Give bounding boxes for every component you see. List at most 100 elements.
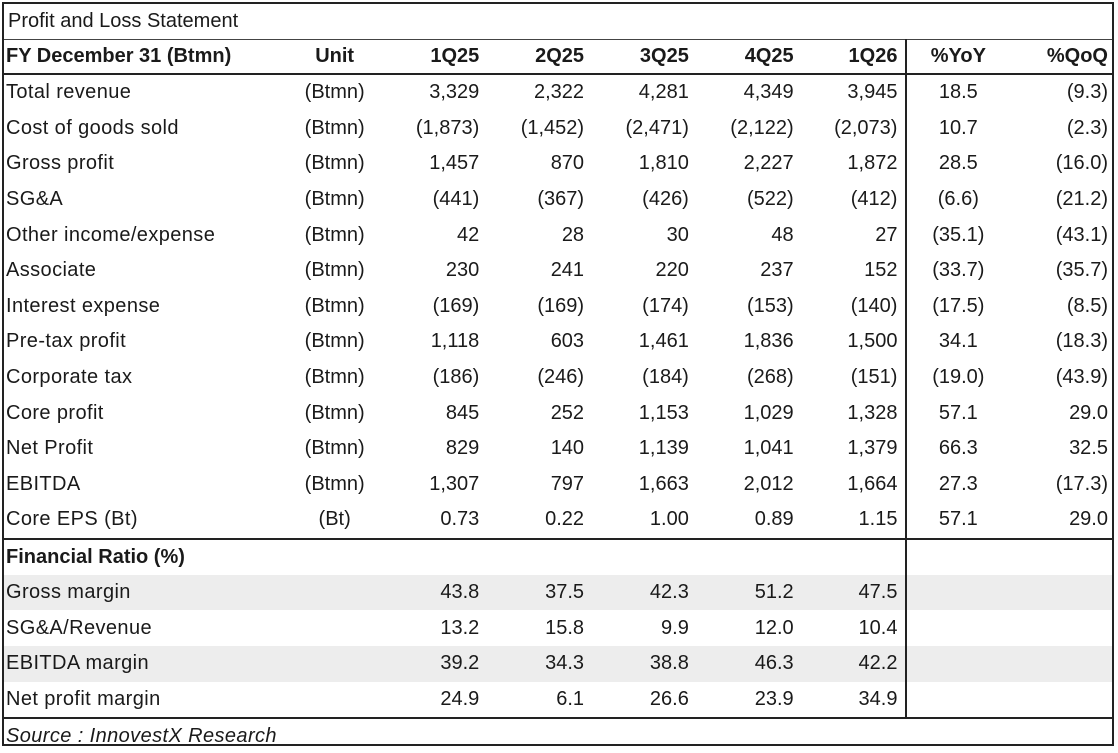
header-unit: Unit [286, 39, 383, 75]
row-value: 845 [445, 401, 480, 424]
row-value: (367) [537, 188, 585, 211]
row-value: 829 [445, 437, 480, 460]
row-value: 1,041 [743, 437, 794, 460]
row-value: 1,664 [801, 466, 908, 503]
ratio-row: Gross margin 43.8 37.5 42.3 51.2 47.5 [4, 574, 1112, 611]
row-yoy: (17.5) [932, 294, 985, 317]
row-label: SG&A [6, 188, 64, 211]
empty-cell [1009, 645, 1112, 682]
table-row: Net Profit (Btmn) 829 140 1,139 1,041 1,379 66.… [4, 430, 1112, 467]
row-qoq: (18.3) [1055, 330, 1108, 353]
row-value: 42 [457, 223, 480, 246]
row-yoy: (19.0) [932, 366, 985, 389]
ratio-value: 37.5 [487, 574, 593, 611]
title-row: Profit and Loss Statement [4, 4, 1112, 40]
source-row: Source : InnovestX Research [4, 717, 1112, 753]
row-label: Core EPS (Bt) [6, 508, 138, 531]
row-unit: (Btmn) [304, 223, 365, 246]
table-row: Core EPS (Bt) (Bt) 0.73 0.22 1.00 0.89 1.15 57.… [4, 502, 1112, 539]
ratio-value: 6.1 [556, 687, 585, 710]
row-qoq: (21.2) [1055, 188, 1108, 211]
row-value: 30 [666, 223, 689, 246]
row-yoy: (33.7) [932, 259, 985, 282]
empty-cell [696, 537, 802, 575]
ratio-header-row: Financial Ratio (%) [4, 537, 1112, 575]
row-qoq: (8.5) [1066, 294, 1108, 317]
header-period: 3Q25 [592, 39, 697, 75]
table-row: Total revenue (Btmn) 3,329 2,322 4,281 4,349 3… [4, 74, 1112, 111]
row-value: 48 [771, 223, 794, 246]
ratio-value: 24.9 [440, 687, 480, 710]
row-value: 3,329 [429, 81, 480, 104]
row-value: 797 [550, 472, 585, 495]
header-period: 2Q25 [487, 39, 593, 75]
row-value: (412) [801, 181, 908, 218]
row-value: 1,379 [801, 430, 908, 467]
row-value: (426) [642, 188, 689, 211]
row-value: (151) [801, 359, 908, 396]
ratio-row: EBITDA margin 39.2 34.3 38.8 46.3 42.2 [4, 645, 1112, 682]
row-value: (2,471) [625, 116, 689, 139]
row-unit: (Btmn) [304, 259, 365, 282]
row-unit: (Btmn) [304, 437, 365, 460]
ratio-value: 51.2 [696, 574, 802, 611]
table-row: Pre-tax profit (Btmn) 1,118 603 1,461 1,836 1,… [4, 324, 1112, 360]
empty-cell [906, 574, 1010, 611]
row-value: 2,322 [534, 81, 585, 104]
row-qoq: 29.0 [1069, 508, 1108, 531]
row-value: 1,461 [638, 330, 689, 353]
row-value: 1.00 [649, 508, 689, 531]
row-unit: (Btmn) [304, 188, 365, 211]
ratio-value: 9.9 [661, 616, 689, 639]
row-qoq: (2.3) [1066, 116, 1108, 139]
row-value: (184) [642, 366, 689, 389]
row-yoy: 18.5 [938, 81, 978, 104]
row-value: 1,153 [638, 401, 689, 424]
header-yoy: %YoY [906, 39, 1010, 75]
row-label: Other income/expense [6, 223, 216, 246]
row-value: 252 [550, 401, 585, 424]
row-unit: (Btmn) [304, 116, 365, 139]
row-value: 1,872 [801, 146, 908, 182]
table-row: Core profit (Btmn) 845 252 1,153 1,029 1,328 57… [4, 395, 1112, 431]
row-value: 1,328 [801, 395, 908, 431]
empty-cell [382, 537, 488, 575]
row-value: (1,452) [520, 116, 585, 139]
table-row: Interest expense (Btmn) (169) (169) (174) (15… [4, 288, 1112, 325]
row-label: Corporate tax [6, 366, 133, 389]
header-period: 1Q26 [801, 39, 908, 75]
ratio-value: 42.2 [801, 645, 908, 682]
empty-cell [1009, 682, 1112, 719]
row-unit: (Btmn) [304, 401, 365, 424]
row-value: 2,227 [743, 152, 794, 175]
row-qoq: (43.9) [1055, 366, 1108, 389]
row-value: 237 [760, 259, 794, 282]
row-value: (2,122) [730, 116, 794, 139]
empty-cell [906, 610, 1009, 646]
row-label: Net Profit [6, 437, 94, 460]
header-period: 1Q25 [382, 39, 488, 75]
row-value: (140) [801, 288, 908, 325]
ratio-value: 13.2 [440, 616, 480, 639]
ratio-section-title: Financial Ratio (%) [4, 537, 383, 575]
row-value: (153) [746, 294, 794, 317]
table-row: Cost of goods sold (Btmn) (1,873) (1,452) (2… [4, 110, 1112, 147]
empty-cell [1009, 537, 1112, 575]
statement-title: Profit and Loss Statement [8, 10, 239, 32]
row-value: 241 [550, 259, 585, 282]
ratio-value: 12.0 [754, 616, 794, 639]
table-row: Corporate tax (Btmn) (186) (246) (184) (268) (… [4, 359, 1112, 396]
source-note: Source : InnovestX Research [4, 717, 1112, 753]
row-value: 4,281 [638, 81, 689, 104]
ratio-value: 15.8 [545, 616, 585, 639]
row-value: (2,073) [801, 110, 908, 147]
row-value: (441) [432, 188, 480, 211]
ratio-value: 46.3 [696, 645, 802, 682]
ratio-value: 47.5 [801, 574, 908, 611]
row-value: 0.22 [545, 508, 585, 531]
row-value: 0.73 [440, 508, 480, 531]
table-row: Other income/expense (Btmn) 42 28 30 48 27 (35.… [4, 217, 1112, 253]
row-yoy: 27.3 [938, 472, 978, 495]
row-qoq: (9.3) [1066, 81, 1108, 104]
header-qoq: %QoQ [1009, 39, 1112, 75]
